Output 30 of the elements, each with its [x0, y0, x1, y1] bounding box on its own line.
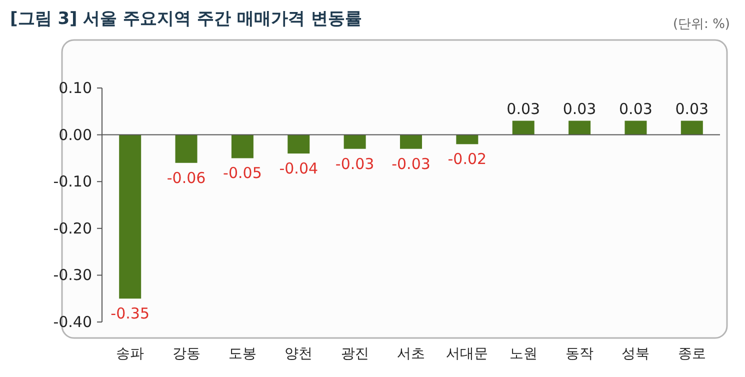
x-tick-label: 성북: [622, 346, 650, 362]
x-tick-label: 종로: [678, 346, 706, 362]
x-tick-label: 양천: [284, 346, 313, 362]
x-tick-label: 광진: [340, 346, 369, 362]
data-label: 0.03: [675, 100, 709, 118]
y-tick-label: -0.30: [53, 266, 92, 284]
chart-title: [그림 3] 서울 주요지역 주간 매매가격 변동률: [10, 9, 362, 29]
y-tick-label: -0.40: [53, 313, 92, 331]
x-tick-label: 동작: [566, 346, 594, 362]
data-label: -0.35: [110, 304, 150, 323]
data-label: -0.03: [335, 154, 374, 173]
data-label: 0.03: [506, 100, 540, 118]
data-label: -0.03: [392, 154, 430, 173]
y-tick-label: -0.10: [53, 172, 92, 191]
data-label: -0.04: [279, 160, 318, 178]
data-label: -0.06: [166, 168, 206, 187]
y-tick-label: 0.10: [58, 79, 92, 97]
x-tick-label: 서초: [397, 346, 425, 362]
y-tick-label: -0.20: [53, 219, 92, 238]
x-tick-label: 서대문: [446, 346, 488, 362]
data-label: -0.02: [448, 150, 487, 168]
y-tick-label: 0.00: [58, 126, 92, 144]
x-tick-label: 송파: [116, 346, 144, 362]
data-label: 0.03: [562, 100, 596, 118]
x-tick-label: 도봉: [228, 346, 256, 362]
x-tick-label: 강동: [172, 346, 200, 362]
data-label: -0.05: [223, 164, 262, 182]
x-tick-label: 노원: [509, 346, 538, 362]
text: (단위: %): [672, 17, 730, 32]
data-label: 0.03: [619, 100, 652, 118]
